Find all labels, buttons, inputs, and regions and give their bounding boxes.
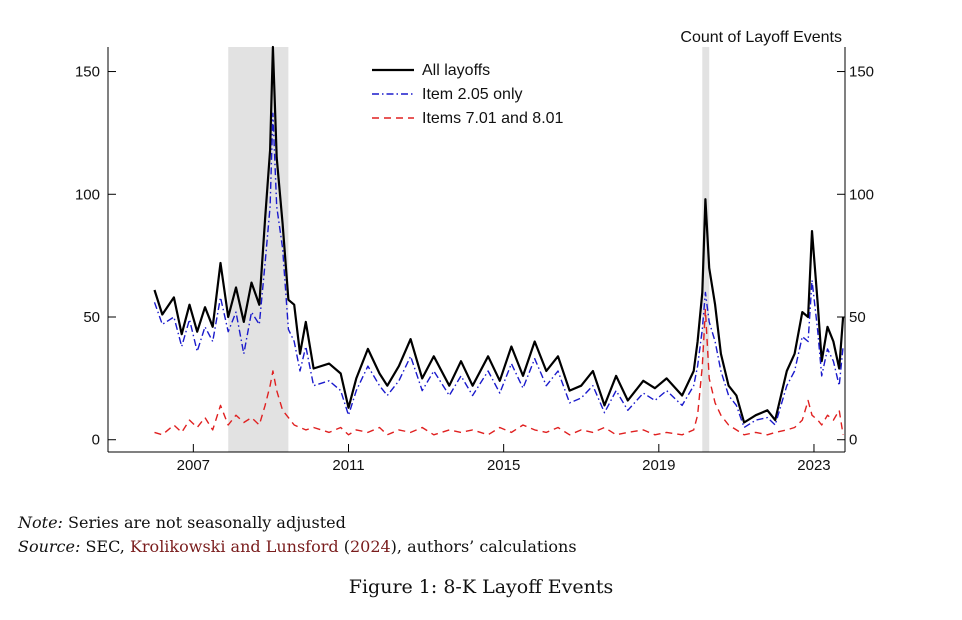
legend-label-2: Item 2.05 only bbox=[422, 86, 523, 103]
source-paren-close: ) bbox=[390, 537, 397, 556]
chart-axes: 0 0 50 50 100 100 150 150 2007 2011 2015 2019 2023 bbox=[75, 47, 874, 474]
source-suffix: , authors’ calculations bbox=[396, 537, 577, 556]
recession-band-2 bbox=[702, 47, 710, 452]
figure-caption: Figure 1: 8-K Layoff Events bbox=[348, 576, 614, 598]
source-label: Source: bbox=[18, 537, 81, 556]
x-tick-label-2011: 2011 bbox=[332, 457, 364, 474]
right-axis-label: Count of Layoff Events bbox=[680, 29, 842, 46]
recession-band-1 bbox=[228, 47, 289, 452]
chart-legend: All layoffs Item 2.05 only Items 7.01 and … bbox=[372, 62, 564, 127]
y-tick-label-right-50: 50 bbox=[849, 309, 866, 326]
legend-label-1: All layoffs bbox=[422, 62, 490, 79]
series-line-3 bbox=[154, 308, 844, 436]
note-label: Note: bbox=[18, 513, 63, 532]
y-tick-label-left-100: 100 bbox=[75, 186, 100, 203]
note-line: Note: Series are not seasonally adjusted bbox=[18, 513, 346, 532]
y-tick-label-left-150: 150 bbox=[75, 64, 100, 81]
recession-shading bbox=[228, 47, 710, 452]
y-tick-label-left-50: 50 bbox=[83, 309, 100, 326]
x-tick-label-2015: 2015 bbox=[487, 457, 520, 474]
x-tick-label-2007: 2007 bbox=[177, 457, 210, 474]
x-tick-label-2023: 2023 bbox=[797, 457, 830, 474]
note-text: Series are not seasonally adjusted bbox=[62, 513, 346, 532]
series-line-1 bbox=[153, 45, 845, 424]
source-line: Source: SEC, Krolikowski and Lunsford (2… bbox=[18, 537, 577, 556]
legend-label-3: Items 7.01 and 8.01 bbox=[422, 110, 564, 127]
layoff-events-chart: 0 0 50 50 100 100 150 150 2007 2011 2015 2019 2023 A… bbox=[75, 29, 874, 474]
y-tick-label-right-100: 100 bbox=[849, 186, 874, 203]
source-prefix: SEC, bbox=[80, 537, 130, 556]
source-citation-link[interactable]: Krolikowski and Lunsford bbox=[129, 537, 339, 556]
series-lines bbox=[153, 45, 845, 436]
source-year-link[interactable]: 2024 bbox=[349, 537, 391, 556]
x-tick-label-2019: 2019 bbox=[642, 457, 675, 474]
y-tick-label-right-150: 150 bbox=[849, 64, 874, 81]
series-line-2 bbox=[153, 112, 844, 429]
source-paren-open: ( bbox=[338, 537, 350, 556]
y-tick-label-left-0: 0 bbox=[92, 432, 100, 449]
y-tick-label-right-0: 0 bbox=[849, 432, 857, 449]
